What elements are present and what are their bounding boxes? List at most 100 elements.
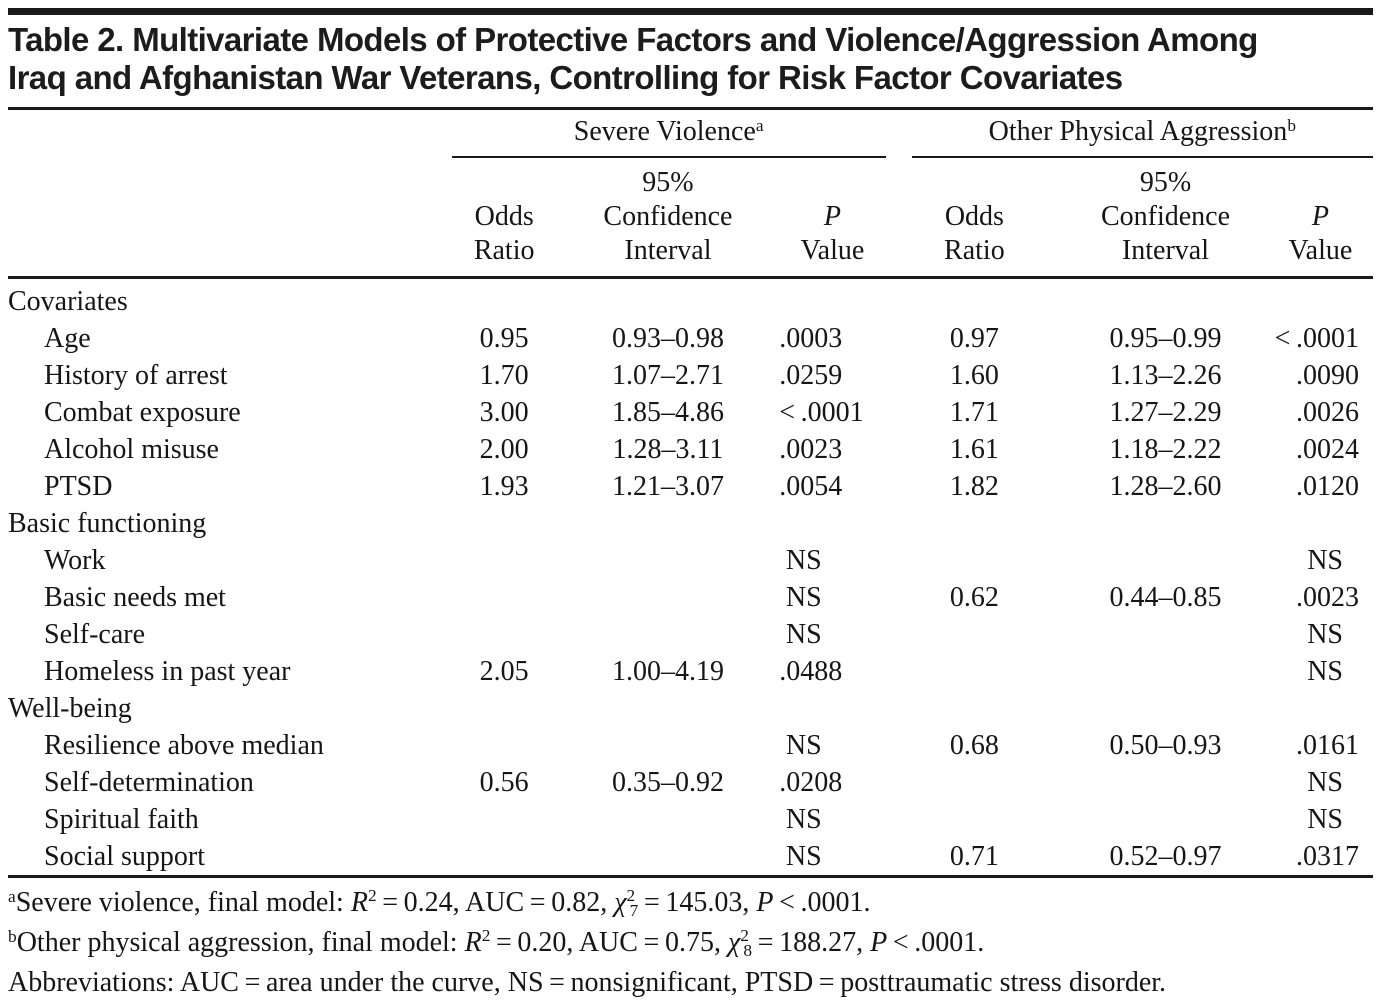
sv-confidence-interval-cell: 1.21–3.07 [611,471,724,502]
row-label: PTSD [44,471,113,502]
opa-p-value-cell: .0317 [1296,841,1359,872]
sv-odds-ratio-cell [452,505,557,542]
row-label: Age [44,323,91,354]
opa-confidence-interval-header: 95% Confidence Interval [1063,158,1268,279]
opa-confidence-interval-cell [1063,542,1268,579]
opa-p-value-cell: .0161 [1296,730,1359,761]
sv-p-value-cell: NS [785,582,822,613]
opa-confidence-interval-cell: 0.52–0.97 [1109,841,1222,872]
table-row: Basic needs met NS 0.62 0.44–0.85 .0023 [8,579,1373,616]
table-row: PTSD 1.93 1.21–3.07 .0054 1.82 1.28–2.60 .0120 [8,468,1373,505]
opa-p-value-cell: .0023 [1296,582,1359,613]
sv-p-value-cell: .0208 [779,767,843,798]
sv-confidence-interval-cell [557,838,779,877]
opa-confidence-interval-cell [1063,801,1268,838]
results-table: Severe Violencea Other Physical Aggressi… [8,110,1373,878]
row-label: Resilience above median [44,730,324,761]
footnote-mark-a: a [755,116,764,136]
footnote-mark-b: b [1287,116,1296,136]
table-row: Spiritual faith NS NS [8,801,1373,838]
opa-p-value-cell: < .0001 [1274,323,1359,354]
row-label: Basic functioning [8,508,207,539]
row-label: Homeless in past year [44,656,291,687]
opa-p-value-cell [1268,505,1373,542]
table-row: Social support NS 0.71 0.52–0.97 .0317 [8,838,1373,877]
opa-p-value-cell: NS [1307,656,1343,687]
table-row: Work NS NS [8,542,1373,579]
opa-p-value-cell: NS [1307,767,1343,798]
sv-odds-ratio-cell [452,690,557,727]
opa-confidence-interval-cell: 1.13–2.26 [1109,360,1222,391]
opa-confidence-interval-cell: 1.18–2.22 [1109,434,1222,465]
opa-odds-ratio-cell: 0.62 [949,582,999,613]
other-physical-aggression-spanner: Other Physical Aggressionb [911,116,1373,158]
opa-odds-ratio-cell [886,690,1063,727]
table-title: Table 2. Multivariate Models of Protecti… [8,21,1373,97]
table-body: Covariates Age 0.95 0.93–0.98 .0003 0.97 0.95–… [8,278,1373,877]
sv-p-value-cell [779,690,885,727]
sv-confidence-interval-cell: 1.85–4.86 [611,397,724,428]
other-physical-aggression-group-header: Other Physical Aggressionb [886,110,1373,158]
sv-p-value-cell [779,278,885,321]
opa-odds-ratio-cell [886,278,1063,321]
sv-confidence-interval-cell [557,801,779,838]
row-label: Basic needs met [44,582,226,613]
row-label: Self-care [44,619,146,650]
severe-violence-spanner: Severe Violencea [451,116,886,158]
row-label: Self-determination [44,767,254,798]
other-physical-aggression-label: Other Physical Aggression [988,116,1288,147]
sv-odds-ratio-cell: 1.70 [479,360,529,391]
table-row: Self-care NS NS [8,616,1373,653]
top-rule [8,8,1373,15]
sv-confidence-interval-cell: 1.00–4.19 [611,656,724,687]
sv-odds-ratio-cell: 2.05 [479,656,529,687]
opa-confidence-interval-cell [1063,616,1268,653]
column-header-row: Odds Ratio 95% Confidence Interval P Value O… [8,158,1373,279]
opa-p-value-cell: .0120 [1296,471,1359,502]
table-row: History of arrest 1.70 1.07–2.71 .0259 1.60 1… [8,357,1373,394]
sv-confidence-interval-cell [557,278,779,321]
row-label: Covariates [8,286,128,317]
section-row: Covariates [8,278,1373,321]
table-header: Severe Violencea Other Physical Aggressi… [8,110,1373,279]
row-label-header [8,158,452,279]
opa-confidence-interval-cell [1063,278,1268,321]
table-row: Combat exposure 3.00 1.85–4.86 < .0001 1.71 1… [8,394,1373,431]
row-label: Work [44,545,106,576]
footnote-a: aSevere violence, final model: R2 = 0.24… [8,886,871,920]
sv-p-value-header: P Value [779,158,886,279]
sv-confidence-interval-cell [557,727,779,764]
spanner-spacer [8,110,452,158]
table-row: Self-determination 0.56 0.35–0.92 .0208 NS [8,764,1373,801]
opa-odds-ratio-cell: 0.71 [949,841,999,872]
opa-odds-ratio-cell [886,764,1063,801]
sv-odds-ratio-cell [452,838,557,877]
opa-confidence-interval-cell: 1.28–2.60 [1109,471,1222,502]
abbreviations-note: Abbreviations: AUC = area under the curv… [8,967,1167,998]
opa-p-value-cell: NS [1307,619,1343,650]
sv-confidence-interval-cell: 1.07–2.71 [611,360,724,391]
sv-odds-ratio-cell [452,616,557,653]
opa-confidence-interval-cell: 0.95–0.99 [1109,323,1222,354]
sv-p-value-cell: NS [785,804,822,835]
opa-odds-ratio-cell: 0.68 [949,730,999,761]
sv-p-value-cell: .0023 [779,434,843,465]
sv-odds-ratio-cell [452,801,557,838]
sv-odds-ratio-header: Odds Ratio [451,158,557,279]
sv-odds-ratio-cell [452,542,557,579]
severe-violence-label: Severe Violence [573,116,756,147]
sv-p-value-cell: .0488 [779,656,843,687]
severe-violence-group-header: Severe Violencea [451,110,886,158]
sv-p-value-cell: NS [785,545,822,576]
opa-odds-ratio-cell: 1.61 [949,434,999,465]
opa-confidence-interval-cell [1063,764,1268,801]
opa-p-value-cell: NS [1307,804,1343,835]
sv-odds-ratio-cell [452,579,557,616]
sv-odds-ratio-cell: 0.56 [479,767,529,798]
opa-odds-ratio-cell: 1.60 [949,360,999,391]
table-title-line2: Iraq and Afghanistan War Veterans, Contr… [8,59,1123,96]
sv-p-value-cell: NS [785,730,822,761]
opa-odds-ratio-cell [886,505,1063,542]
sv-confidence-interval-cell [557,616,779,653]
